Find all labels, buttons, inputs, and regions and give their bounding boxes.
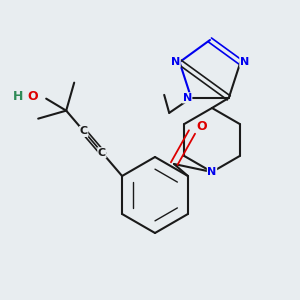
Text: C: C (98, 148, 106, 158)
Text: H: H (13, 90, 23, 103)
Text: N: N (240, 57, 249, 67)
Text: C: C (80, 126, 88, 136)
Text: O: O (27, 90, 38, 103)
Text: N: N (171, 57, 180, 67)
Text: O: O (197, 121, 207, 134)
Text: N: N (183, 93, 192, 103)
Text: N: N (207, 167, 217, 177)
